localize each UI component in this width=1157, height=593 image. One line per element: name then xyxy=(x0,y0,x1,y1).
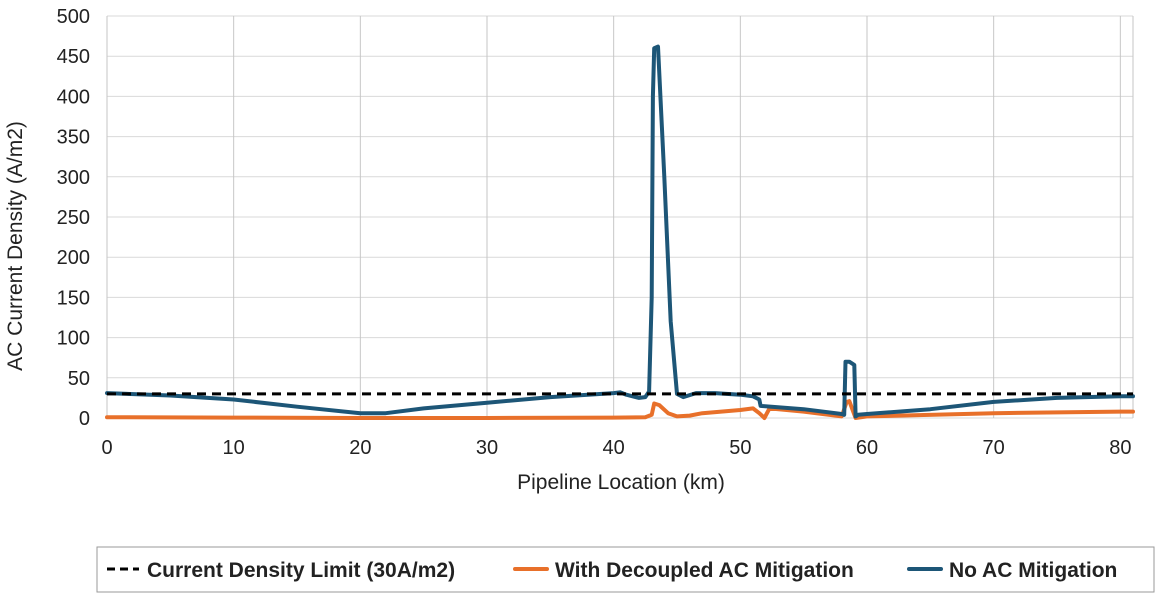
y-tick-label: 0 xyxy=(79,408,90,430)
y-tick-label: 500 xyxy=(57,6,90,28)
y-tick-label: 300 xyxy=(57,167,90,189)
x-axis-ticks: 0 10 20 30 40 50 60 70 80 xyxy=(101,437,1131,459)
x-tick-label: 50 xyxy=(729,437,751,459)
series-line-2 xyxy=(105,44,1135,419)
y-tick-label: 400 xyxy=(57,86,90,108)
legend-label-0: Current Density Limit (30A/m2) xyxy=(147,559,455,582)
x-tick-label: 20 xyxy=(349,437,371,459)
x-tick-label: 70 xyxy=(983,437,1005,459)
legend-label-1: With Decoupled AC Mitigation xyxy=(555,559,854,582)
legend-label-2: No AC Mitigation xyxy=(949,559,1117,582)
legend-box xyxy=(96,546,1155,593)
y-tick-label: 50 xyxy=(68,368,90,390)
y-tick-label: 100 xyxy=(57,328,90,350)
x-tick-label: 30 xyxy=(476,437,498,459)
y-tick-label: 350 xyxy=(57,127,90,149)
y-tick-label: 200 xyxy=(57,247,90,269)
x-axis-title: Pipeline Location (km) xyxy=(517,471,725,494)
grid xyxy=(106,15,1134,419)
y-tick-label: 150 xyxy=(57,287,90,309)
y-tick-label: 250 xyxy=(57,207,90,229)
y-axis-ticks: 0 50 100 150 200 250 300 350 400 450 500 xyxy=(57,6,90,430)
x-tick-label: 40 xyxy=(603,437,625,459)
x-tick-label: 10 xyxy=(223,437,245,459)
y-axis-title: AC Current Density (A/m2) xyxy=(4,121,27,371)
legend: Current Density Limit (30A/m2) With Decou… xyxy=(96,546,1155,593)
x-tick-label: 80 xyxy=(1109,437,1131,459)
x-tick-label: 0 xyxy=(101,437,112,459)
y-tick-label: 450 xyxy=(57,46,90,68)
x-tick-label: 60 xyxy=(856,437,878,459)
series-lines xyxy=(105,44,1135,420)
